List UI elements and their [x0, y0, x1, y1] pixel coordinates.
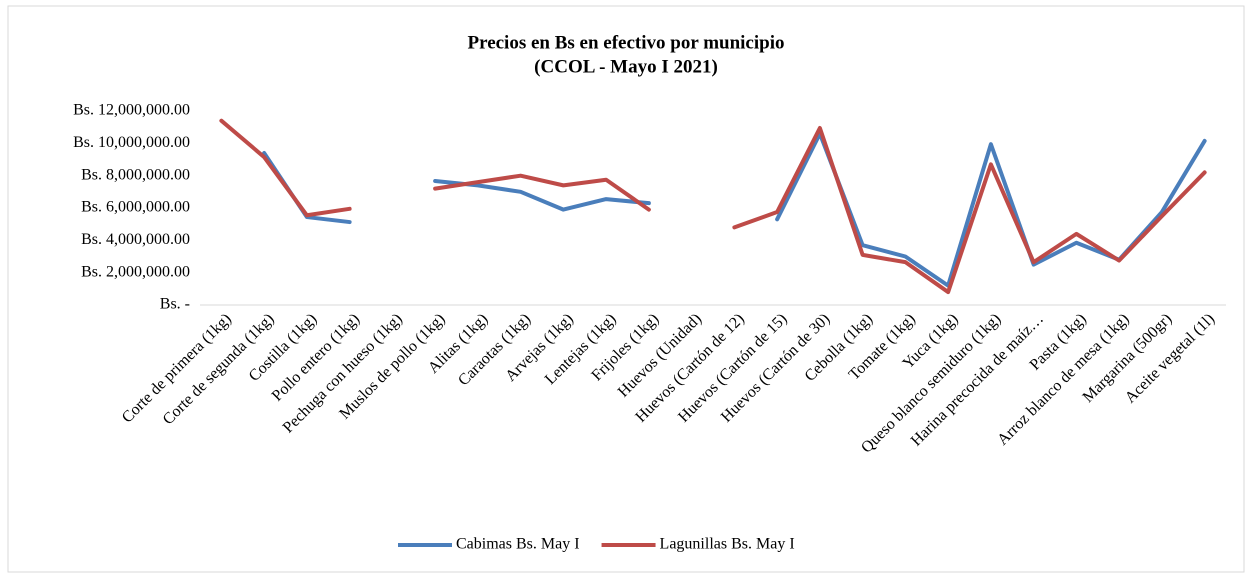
y-tick-label: Bs. 8,000,000.00	[81, 166, 190, 183]
chart-frame	[7, 5, 1245, 573]
legend-label: Lagunillas Bs. May I	[660, 536, 795, 553]
y-tick-label: Bs. 12,000,000.00	[73, 102, 190, 119]
series-line	[219, 118, 1207, 295]
y-tick-label: Bs. 2,000,000.00	[81, 263, 190, 280]
legend-label: Cabimas Bs. May I	[456, 536, 580, 553]
chart-title: Precios en Bs en efectivo por municipio	[468, 32, 785, 53]
chart-subtitle: (CCOL - Mayo I 2021)	[534, 56, 718, 77]
y-tick-label: Bs. -	[160, 296, 190, 313]
y-tick-label: Bs. 10,000,000.00	[73, 134, 190, 151]
y-tick-label: Bs. 4,000,000.00	[81, 231, 190, 248]
y-tick-label: Bs. 6,000,000.00	[81, 199, 190, 216]
